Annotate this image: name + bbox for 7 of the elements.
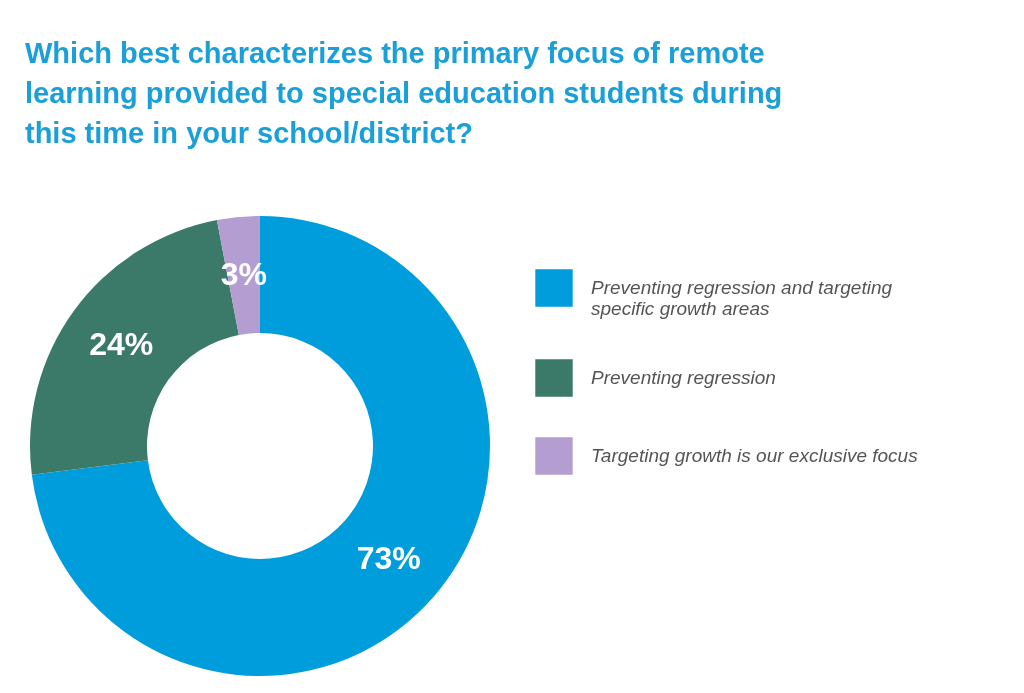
data-label: 73% — [356, 540, 421, 577]
chart-title: Which best characterizes the primary focus of remote learning provided to special education students during this time in your school/district? — [25, 37, 783, 149]
legend-label: Targeting growth is our exclusive focus — [591, 445, 919, 466]
data-label: 24% — [89, 326, 154, 363]
donut-slice — [31, 216, 490, 676]
legend-label: Preventing regression — [591, 367, 776, 388]
legend-label: Preventing regression and targeting specific growth areas — [591, 277, 893, 319]
